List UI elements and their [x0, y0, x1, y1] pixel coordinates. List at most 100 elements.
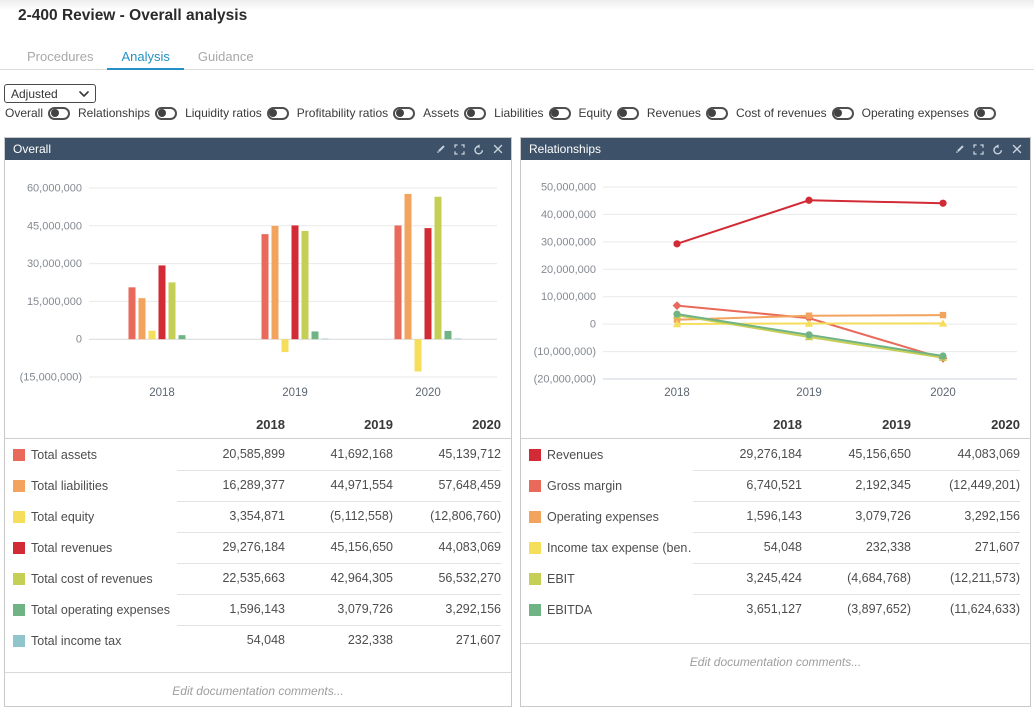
series-label: Total operating expenses: [31, 603, 170, 617]
svg-text:(15,000,000): (15,000,000): [20, 372, 82, 384]
pencil-icon[interactable]: [954, 144, 965, 155]
toggle-label-equity: Equity: [578, 106, 612, 120]
tab-analysis[interactable]: Analysis: [107, 47, 184, 70]
svg-text:2019: 2019: [796, 387, 822, 399]
panel-title: Relationships: [529, 142, 602, 156]
series-swatch: [529, 573, 541, 585]
table-cell: 2,192,345: [802, 470, 911, 502]
fullscreen-icon[interactable]: [973, 143, 984, 155]
series-label: EBIT: [547, 572, 575, 586]
table-row: Total operating expenses 1,596,143 3,079,7…: [5, 594, 511, 626]
svg-text:50,000,000: 50,000,000: [541, 182, 596, 194]
toggle-switch-liabilities[interactable]: [548, 106, 571, 120]
undo-icon[interactable]: [992, 143, 1004, 155]
series-label: Total equity: [31, 510, 95, 524]
panel-header-icons: [435, 143, 503, 155]
toggle-switch-revenues[interactable]: [705, 106, 728, 120]
panel-overall-header: Overall: [5, 138, 511, 160]
svg-text:30,000,000: 30,000,000: [541, 236, 596, 248]
table-cell: 56,532,270: [393, 563, 501, 595]
overall-bar-chart: 60,000,000 45,000,000 30,000,000 15,000,000…: [20, 183, 497, 399]
svg-text:2019: 2019: [282, 387, 308, 399]
column-header: 2020: [991, 417, 1020, 432]
toggle-label-revenues: Revenues: [646, 106, 701, 120]
toggle-label-profitability-ratios: Profitability ratios: [296, 106, 389, 120]
table-cell: 16,289,377: [177, 470, 285, 502]
adjustment-dropdown[interactable]: Adjusted: [4, 84, 96, 103]
toggle-label-assets: Assets: [423, 106, 460, 120]
table-cell: 22,535,663: [177, 563, 285, 595]
table-cell: 29,276,184: [693, 439, 802, 471]
series-label: Revenues: [547, 448, 604, 462]
table-cell: 54,048: [693, 532, 802, 564]
table-cell: 3,079,726: [285, 594, 393, 626]
relationships-table: 2018 2019 2020 Revenues 29,276,184 45,156,650…: [521, 412, 1030, 625]
toggle-relationships: Relationships: [78, 106, 178, 120]
panel-title: Overall: [13, 142, 52, 156]
close-icon[interactable]: [1012, 144, 1022, 154]
svg-text:15,000,000: 15,000,000: [27, 296, 82, 308]
series-label: Gross margin: [547, 479, 623, 493]
svg-text:0: 0: [590, 319, 596, 331]
series-swatch: [13, 634, 25, 647]
panel-relationships-header: Relationships: [521, 138, 1030, 160]
tab-procedures[interactable]: Procedures: [27, 49, 94, 64]
table-row: Total assets 20,585,899 41,692,168 45,139,7…: [5, 439, 511, 471]
svg-text:(20,000,000): (20,000,000): [534, 374, 596, 386]
relationships-comment-field[interactable]: Edit documentation comments...: [521, 643, 1030, 669]
table-cell: 44,083,069: [911, 439, 1020, 471]
toggle-switch-liquidity-ratios[interactable]: [266, 106, 289, 120]
table-cell: (5,112,558): [285, 501, 393, 533]
table-cell: 232,338: [347, 633, 393, 647]
toggle-switch-assets[interactable]: [464, 106, 487, 120]
table-row: Total revenues 29,276,184 45,156,650 44,083…: [5, 532, 511, 564]
pencil-icon[interactable]: [435, 144, 446, 155]
table-cell: 44,971,554: [285, 470, 393, 502]
series-label: Total income tax: [31, 633, 122, 648]
toggle-overall: Overall: [5, 106, 71, 120]
series-swatch: [529, 449, 541, 461]
series-label: Total assets: [31, 448, 98, 462]
table-cell: 54,048: [246, 633, 285, 647]
fullscreen-icon[interactable]: [454, 143, 465, 155]
svg-text:40,000,000: 40,000,000: [541, 209, 596, 221]
svg-text:10,000,000: 10,000,000: [541, 291, 596, 303]
svg-text:2020: 2020: [930, 387, 956, 399]
toggle-label-liquidity-ratios: Liquidity ratios: [185, 106, 262, 120]
series-label: Income tax expense (ben…: [547, 541, 693, 555]
table-row: EBIT 3,245,424 (4,684,768) (12,211,573): [521, 563, 1030, 595]
toggle-label-relationships: Relationships: [78, 106, 151, 120]
toggle-switch-cost-of-revenues[interactable]: [831, 106, 854, 120]
table-cell: 3,245,424: [693, 563, 802, 595]
table-cell: (4,684,768): [802, 563, 911, 595]
series-swatch: [13, 542, 25, 554]
table-cell: 42,964,305: [285, 563, 393, 595]
undo-icon[interactable]: [473, 143, 485, 155]
series-swatch: [529, 511, 541, 523]
table-cell: 6,740,521: [693, 470, 802, 502]
toggle-profitability-ratios: Profitability ratios: [296, 106, 416, 120]
tab-guidance[interactable]: Guidance: [197, 49, 254, 64]
toggle-switch-operating-expenses[interactable]: [974, 106, 997, 120]
series-swatch: [13, 449, 25, 461]
table-row: Income tax expense (ben… 54,048 232,338 271…: [521, 532, 1030, 564]
table-header-row: 2018 2019 2020: [521, 412, 1030, 439]
svg-text:(10,000,000): (10,000,000): [534, 346, 596, 358]
toggle-switch-profitability-ratios[interactable]: [393, 106, 416, 120]
table-row: Gross margin 6,740,521 2,192,345 (12,449,20…: [521, 470, 1030, 502]
overall-comment-field[interactable]: Edit documentation comments...: [5, 672, 511, 698]
column-header: 2020: [472, 417, 501, 432]
toggle-equity: Equity: [579, 106, 639, 120]
svg-text:2020: 2020: [415, 387, 441, 399]
table-cell: 271,607: [911, 532, 1020, 564]
toggle-switch-overall[interactable]: [48, 106, 71, 120]
table-cell: 3,292,156: [911, 501, 1020, 533]
close-icon[interactable]: [493, 144, 503, 154]
toggle-switch-relationships[interactable]: [155, 106, 178, 120]
table-cell: 1,596,143: [693, 501, 802, 533]
toggle-switch-equity[interactable]: [616, 106, 639, 120]
series-label: Total revenues: [31, 541, 113, 555]
series-swatch: [13, 573, 25, 585]
table-cell: 44,083,069: [393, 532, 501, 564]
